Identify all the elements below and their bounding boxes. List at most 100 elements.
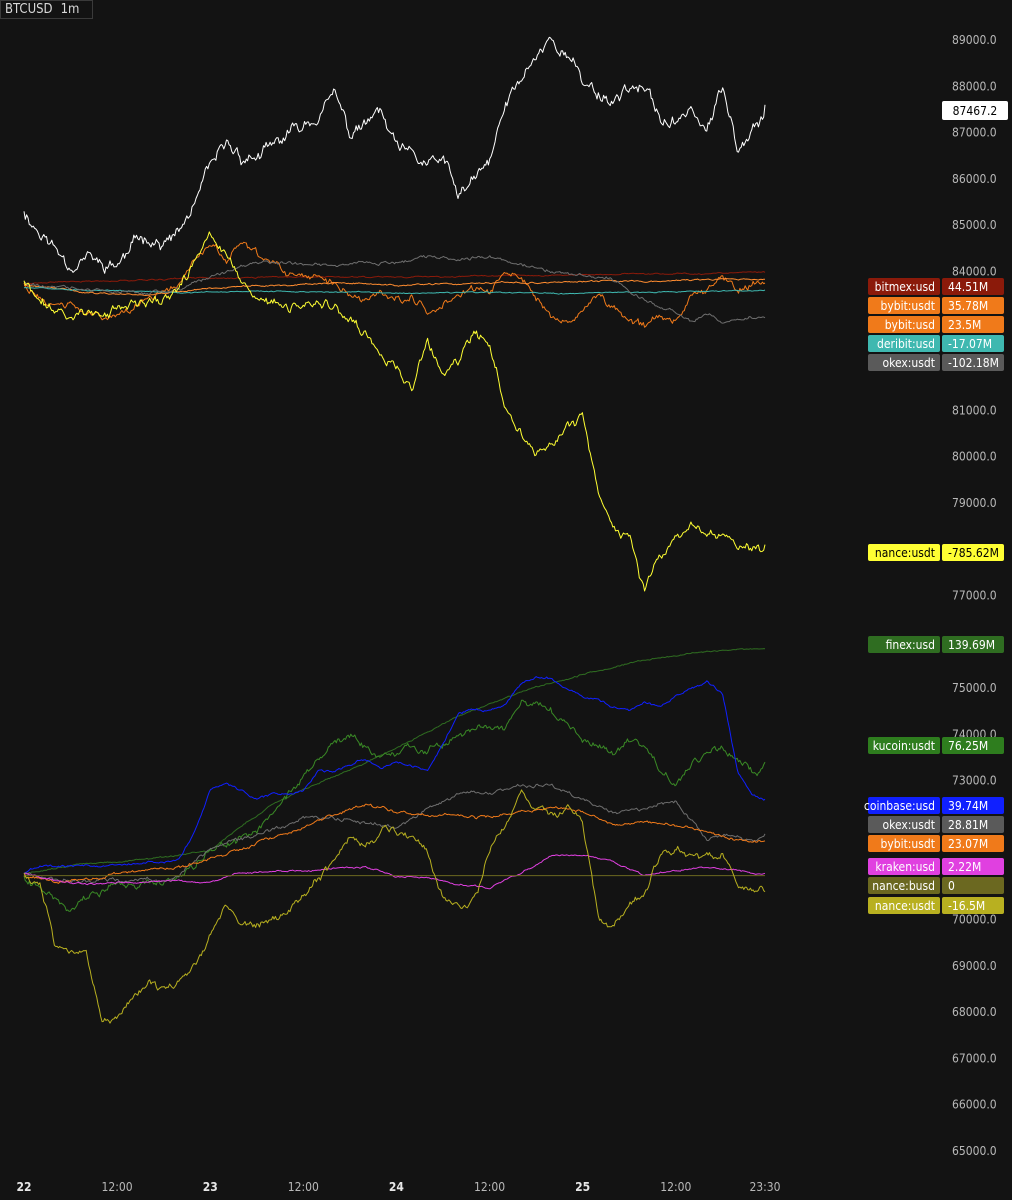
series-line-okex-usdt-10	[23, 783, 766, 884]
price-tick-label: 70000.0	[952, 913, 997, 927]
price-tick-label: 67000.0	[952, 1051, 997, 1065]
time-axis: 22 12:00 23 12:00 24 12:00 25 12:00 23:30	[16, 1180, 780, 1194]
legend-value-box	[942, 835, 1004, 852]
price-tick-label: 65000.0	[952, 1144, 997, 1158]
series-line-bybit-usd-3	[23, 278, 766, 296]
legend-value-box	[942, 544, 1004, 561]
legend-name: nance:usdt	[875, 546, 935, 560]
time-tick-label: 12:00	[102, 1180, 133, 1194]
legend-value-box	[942, 316, 1004, 333]
legend-value: -16.5M	[948, 899, 985, 913]
legend-value: -785.62M	[948, 546, 999, 560]
legend-item[interactable]: nance:busd 0	[868, 877, 1004, 894]
legend-item[interactable]: bybit:usdt 23.07M	[868, 835, 1004, 852]
legend-value-box	[942, 737, 1004, 754]
legend-name-box	[868, 897, 940, 914]
legend-name-box	[868, 316, 940, 333]
legend-name-box	[868, 816, 940, 833]
legend-name-box	[868, 636, 940, 653]
legend-name-box	[868, 335, 940, 352]
legend-name-box	[868, 544, 940, 561]
legend-item[interactable]: bybit:usd 23.5M	[868, 316, 1004, 333]
legend-item[interactable]: finex:usd 139.69M	[868, 636, 1004, 653]
legend-name-box	[868, 278, 940, 295]
legend-value: 139.69M	[948, 638, 995, 652]
legend-name-box	[868, 297, 940, 314]
legend-item[interactable]: okex:usdt 28.81M	[868, 816, 1004, 833]
legend-item[interactable]: deribit:usd -17.07M	[868, 335, 1004, 352]
legend-value: 39.74M	[948, 799, 988, 813]
legend-value-box	[942, 278, 1004, 295]
price-tick-label: 66000.0	[952, 1098, 997, 1112]
price-tick-label: 88000.0	[952, 79, 997, 93]
price-tick-label: 80000.0	[952, 450, 997, 464]
legend-value: -102.18M	[948, 356, 999, 370]
time-tick-label: 12:00	[660, 1180, 691, 1194]
legend-name: okex:usdt	[883, 356, 935, 370]
legend-name-box	[868, 737, 940, 754]
price-tick-label: 77000.0	[952, 589, 997, 603]
symbol-header[interactable]: BTCUSD 1m	[0, 0, 94, 19]
legend-name: nance:usdt	[875, 899, 935, 913]
legend-name-box	[868, 354, 940, 371]
legend-item[interactable]: kucoin:usdt 76.25M	[868, 737, 1004, 754]
legend-value: -17.07M	[948, 337, 992, 351]
price-tick-label: 75000.0	[952, 681, 997, 695]
legend-name: kucoin:usdt	[873, 739, 935, 753]
legend-value-box	[942, 797, 1004, 814]
legend-item[interactable]: bybit:usdt 35.78M	[868, 297, 1004, 314]
legend-value-box	[942, 816, 1004, 833]
series-line-deribit-usd-4	[23, 287, 766, 295]
legend-name-box	[868, 797, 940, 814]
legend-value: 23.07M	[948, 837, 988, 851]
legend-name: bybit:usdt	[880, 837, 935, 851]
legend-item[interactable]: kraken:usd 2.22M	[868, 858, 1004, 875]
series-line-kraken-usd-12	[23, 854, 766, 890]
legend-value-box	[942, 858, 1004, 875]
legend-name: nance:busd	[872, 879, 935, 893]
current-price-badge	[942, 100, 1008, 120]
legend-value: 0	[948, 879, 955, 893]
time-tick-label: 12:00	[288, 1180, 319, 1194]
legend-value: 35.78M	[948, 299, 988, 313]
series-layer	[23, 36, 766, 1024]
symbol-label: BTCUSD	[5, 2, 53, 17]
legend-value-box	[942, 297, 1004, 314]
legend-value: 76.25M	[948, 739, 988, 753]
series-line-okex-usdt-5	[23, 255, 766, 324]
price-tick-label: 81000.0	[952, 403, 997, 417]
price-tick-label: 84000.0	[952, 264, 997, 278]
legend-name: finex:usd	[886, 638, 935, 652]
series-line-bybit-usdt-11	[23, 803, 766, 884]
legend-name-box	[868, 835, 940, 852]
legend-name: kraken:usd	[875, 860, 935, 874]
series-line-nance-usdt-6	[23, 231, 766, 592]
legend-value-box	[942, 354, 1004, 371]
legend-value: 2.22M	[948, 860, 981, 874]
legend-item[interactable]: coinbase:usd 39.74M	[864, 797, 1004, 814]
legend-value: 44.51M	[948, 280, 988, 294]
series-line-bybit-usdt-2	[23, 241, 766, 328]
legend-item[interactable]: okex:usdt -102.18M	[868, 354, 1004, 371]
time-tick-label: 25	[575, 1180, 590, 1194]
time-tick-label: 24	[389, 1180, 405, 1194]
legend-item[interactable]: nance:usdt -16.5M	[868, 897, 1004, 914]
legend-value: 28.81M	[948, 818, 988, 832]
price-tick-label: 68000.0	[952, 1005, 997, 1019]
legend-value-box	[942, 335, 1004, 352]
legend-item[interactable]: nance:usdt -785.62M	[868, 544, 1004, 561]
legend-item[interactable]: bitmex:usd 44.51M	[868, 278, 1004, 295]
legend-value-box	[942, 897, 1004, 914]
price-tick-label: 87000.0	[952, 126, 997, 140]
legend-name: bitmex:usd	[875, 280, 935, 294]
series-line-finex-usd-7	[23, 648, 766, 874]
legend-name: bybit:usdt	[880, 299, 935, 313]
current-price-label: 87467.2	[953, 104, 998, 118]
interval-label: 1m	[60, 2, 80, 17]
legend-name: deribit:usd	[877, 337, 935, 351]
legend-value-box	[942, 877, 1004, 894]
time-tick-label: 22	[16, 1180, 31, 1194]
